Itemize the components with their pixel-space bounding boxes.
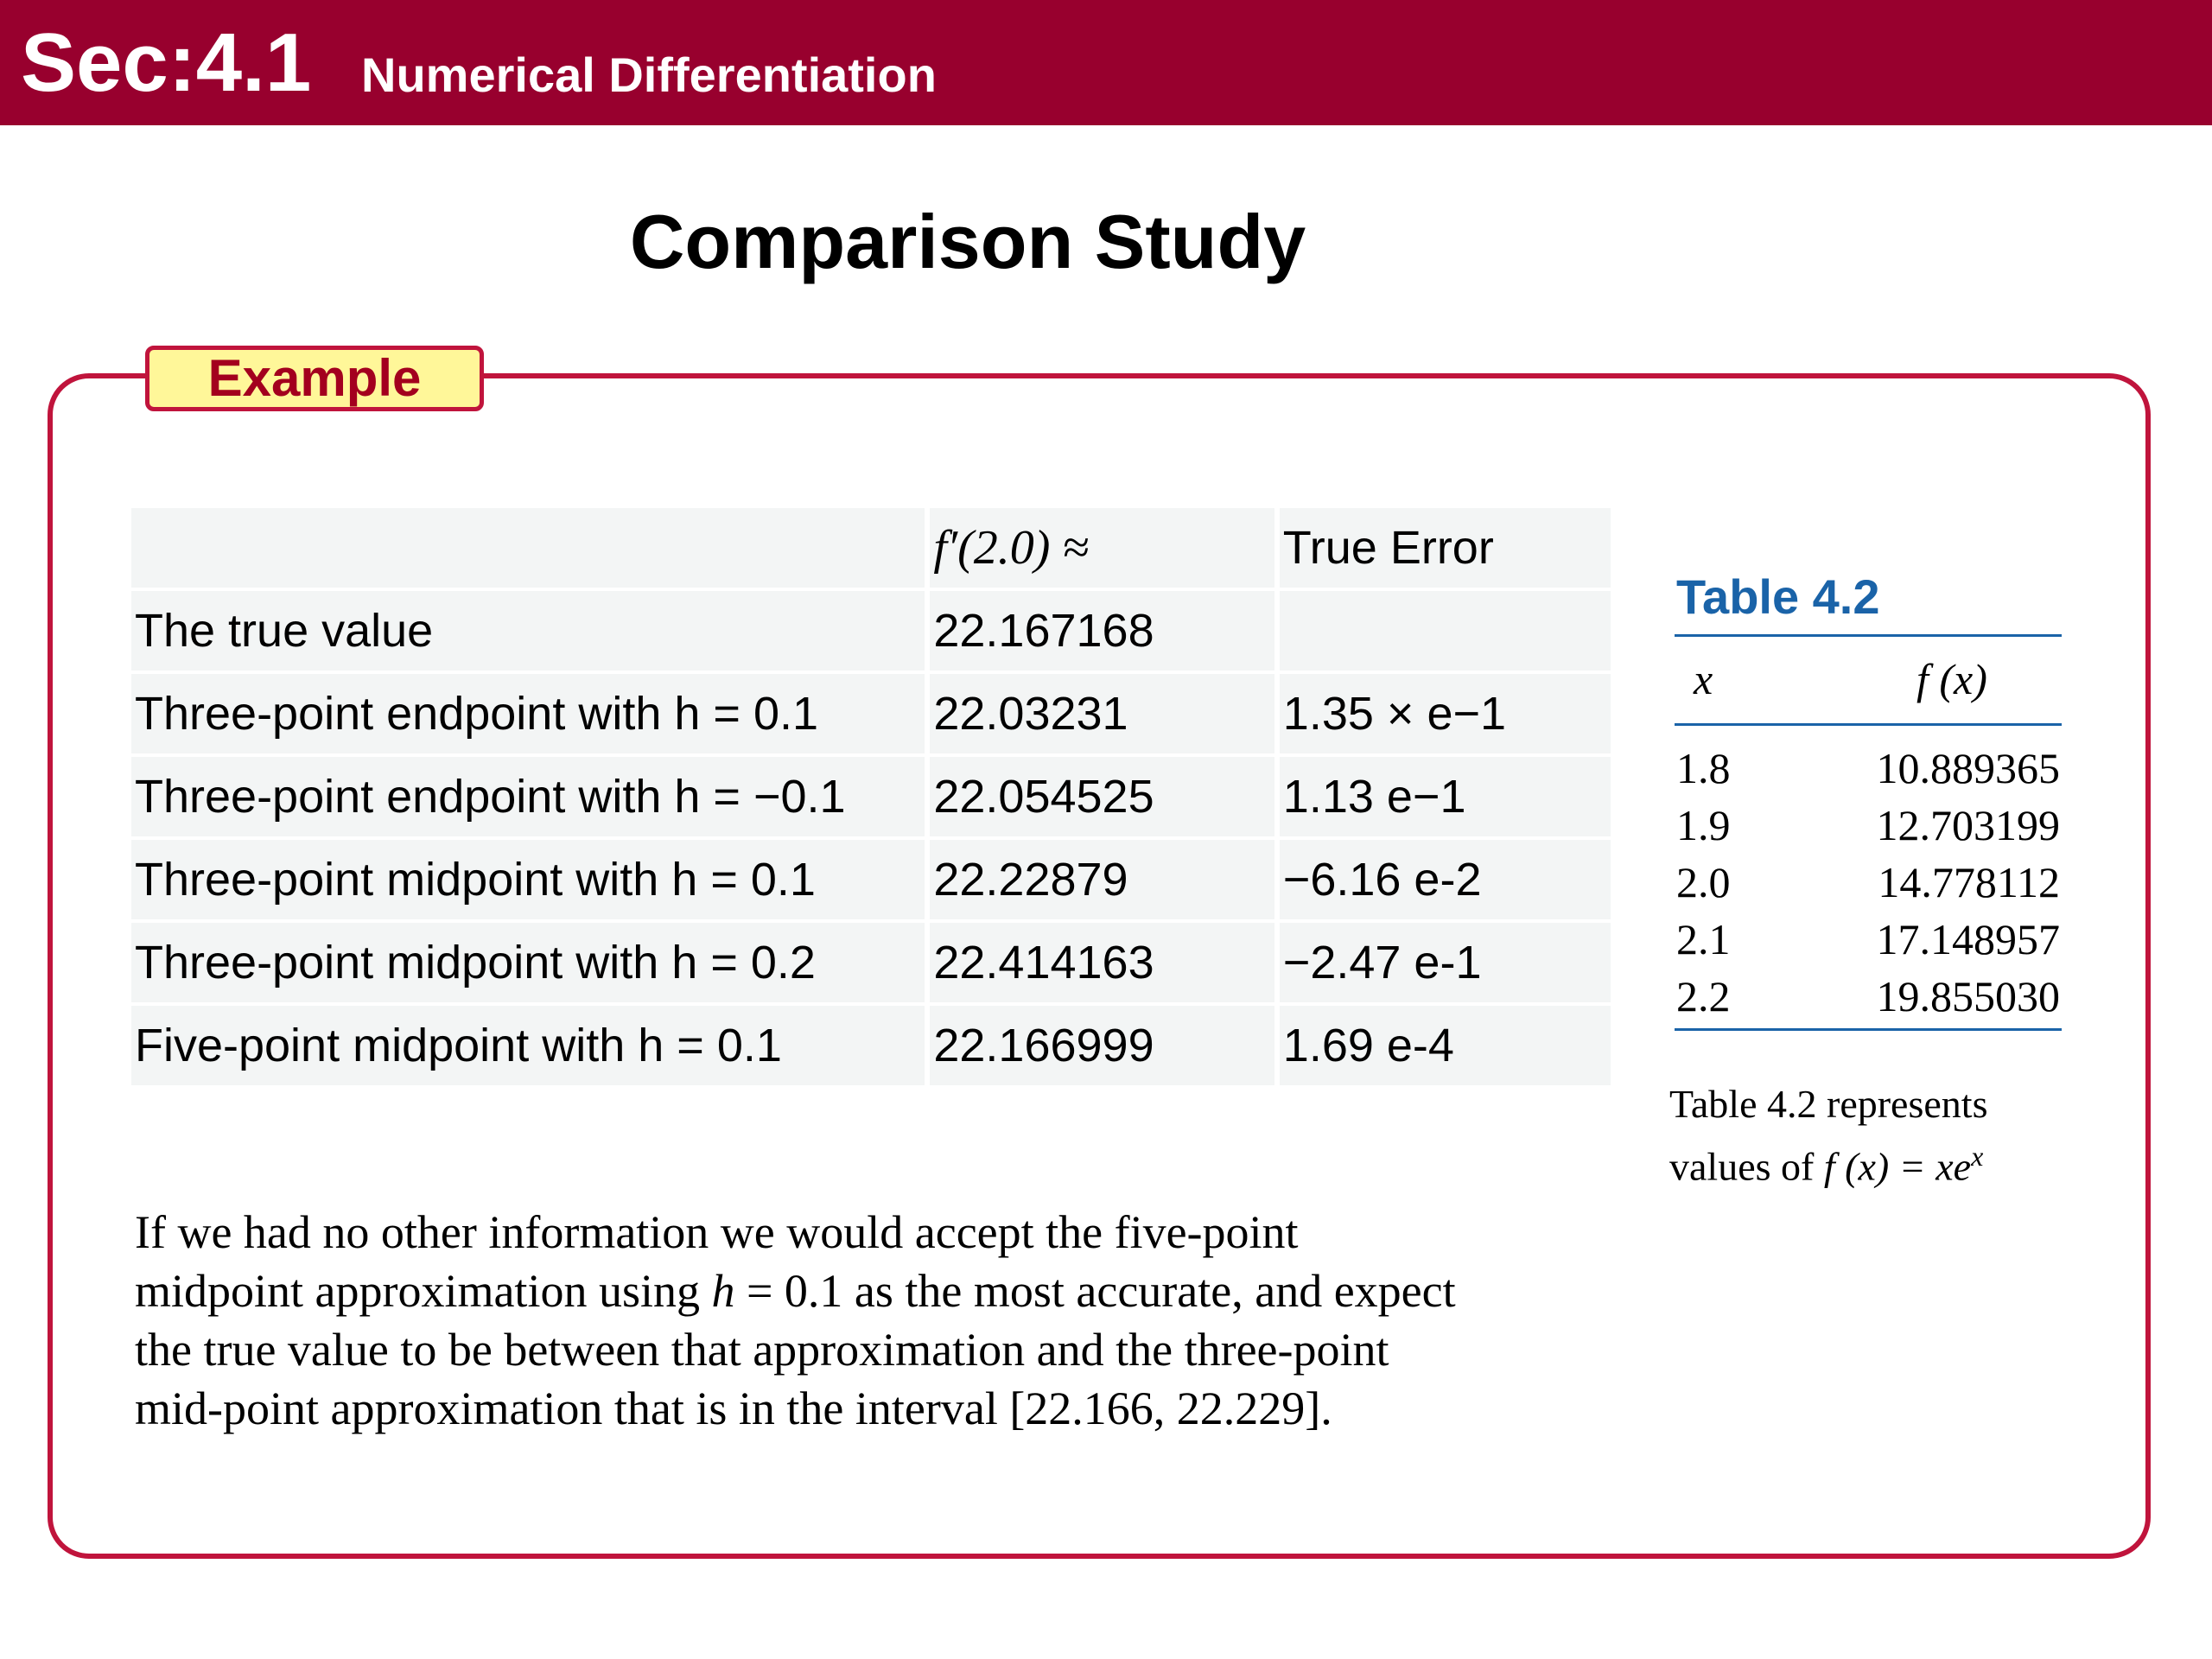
table-rule-mid <box>1675 723 2062 726</box>
method-cell: Three-point endpoint with h = −0.1 <box>131 757 925 836</box>
fx-cell: 12.703199 <box>1876 801 2061 849</box>
table-row: 2.1 17.148957 <box>1675 911 2062 968</box>
paragraph-line: mid-point approximation that is in the i… <box>135 1382 1332 1434</box>
error-cell <box>1274 591 1611 671</box>
paragraph-line: midpoint approximation using h = 0.1 as … <box>135 1262 1621 1320</box>
error-cell: −2.47 e-1 <box>1274 923 1611 1002</box>
table-4-2-body: 1.8 10.889365 1.9 12.703199 2.0 14.77811… <box>1675 726 2062 1028</box>
caption-exponent: x <box>1971 1141 1984 1172</box>
table-row: 1.8 10.889365 <box>1675 740 2062 797</box>
fx-cell: 14.778112 <box>1878 858 2060 906</box>
x-cell: 1.8 <box>1676 744 1731 792</box>
table-header-cell: True Error <box>1274 508 1611 588</box>
table-4-2-header: x f (x) <box>1675 637 2062 723</box>
paragraph-line: If we had no other information we would … <box>135 1206 1299 1258</box>
method-cell: Five-point midpoint with h = 0.1 <box>131 1006 925 1085</box>
section-title: Numerical Differentiation <box>361 48 937 102</box>
table-4-2: Table 4.2 x f (x) 1.8 10.889365 1.9 12.7… <box>1675 567 2062 1031</box>
fx-cell: 17.148957 <box>1876 915 2061 963</box>
column-header-fx: f (x) <box>1916 655 1987 703</box>
paragraph-line: the true value to be between that approx… <box>135 1324 1389 1376</box>
paragraph-text: midpoint approximation using <box>135 1265 712 1317</box>
table-rule-top <box>1675 634 2062 637</box>
table-4-2-title: Table 4.2 <box>1676 569 1880 624</box>
error-cell: 1.35 × e−1 <box>1274 674 1611 753</box>
approx-cell: 22.03231 <box>925 674 1274 753</box>
error-cell: 1.69 e-4 <box>1274 1006 1611 1085</box>
caption-formula: f (x) = xe <box>1823 1144 1972 1189</box>
table-header-cell <box>131 508 925 588</box>
section-number: Sec:4.1 <box>21 16 312 109</box>
table-row: Three-point endpoint with h = 0.1 22.032… <box>131 674 1611 753</box>
table-row: Three-point midpoint with h = 0.2 22.414… <box>131 923 1611 1002</box>
error-cell: −6.16 e-2 <box>1274 840 1611 919</box>
table-rule-bottom <box>1675 1028 2062 1031</box>
approx-cell: 22.22879 <box>925 840 1274 919</box>
table-row: Five-point midpoint with h = 0.1 22.1669… <box>131 1006 1611 1085</box>
method-cell: The true value <box>131 591 925 671</box>
table-4-2-caption: Table 4.2 represents values of f (x) = x… <box>1669 1078 2119 1192</box>
example-box <box>48 373 2151 1559</box>
caption-line: values of f (x) = xex <box>1669 1130 2119 1192</box>
page-title: Comparison Study <box>629 199 1306 284</box>
conclusion-paragraph: If we had no other information we would … <box>135 1203 1621 1438</box>
math-variable-h: h <box>711 1265 735 1317</box>
x-cell: 2.0 <box>1676 858 1731 906</box>
column-header-x: x <box>1694 655 1713 703</box>
fx-cell: 10.889365 <box>1876 744 2061 792</box>
table-row: Three-point endpoint with h = −0.1 22.05… <box>131 757 1611 836</box>
example-label: Example <box>145 346 484 411</box>
x-cell: 2.1 <box>1676 915 1731 963</box>
x-cell: 1.9 <box>1676 801 1731 849</box>
table-row: 2.0 14.778112 <box>1675 854 2062 911</box>
table-row: Three-point midpoint with h = 0.1 22.228… <box>131 840 1611 919</box>
fx-cell: 19.855030 <box>1876 972 2061 1020</box>
header-bar: Sec:4.1 Numerical Differentiation <box>0 0 2212 125</box>
error-cell: 1.13 e−1 <box>1274 757 1611 836</box>
caption-line: Table 4.2 represents <box>1669 1082 1988 1126</box>
table-header-row: f′(2.0) ≈ True Error <box>131 508 1611 588</box>
method-cell: Three-point endpoint with h = 0.1 <box>131 674 925 753</box>
comparison-table: f′(2.0) ≈ True Error The true value 22.1… <box>131 505 1611 1089</box>
approx-cell: 22.166999 <box>925 1006 1274 1085</box>
method-cell: Three-point midpoint with h = 0.2 <box>131 923 925 1002</box>
approx-cell: 22.414163 <box>925 923 1274 1002</box>
table-row: The true value 22.167168 <box>131 591 1611 671</box>
approx-cell: 22.054525 <box>925 757 1274 836</box>
table-row: 1.9 12.703199 <box>1675 797 2062 854</box>
table-header-cell: f′(2.0) ≈ <box>925 508 1274 588</box>
caption-text: values of <box>1669 1144 1824 1189</box>
paragraph-text: = 0.1 as the most accurate, and expect <box>734 1265 1456 1317</box>
x-cell: 2.2 <box>1676 972 1731 1020</box>
table-row: 2.2 19.855030 <box>1675 968 2062 1025</box>
method-cell: Three-point midpoint with h = 0.1 <box>131 840 925 919</box>
approx-cell: 22.167168 <box>925 591 1274 671</box>
